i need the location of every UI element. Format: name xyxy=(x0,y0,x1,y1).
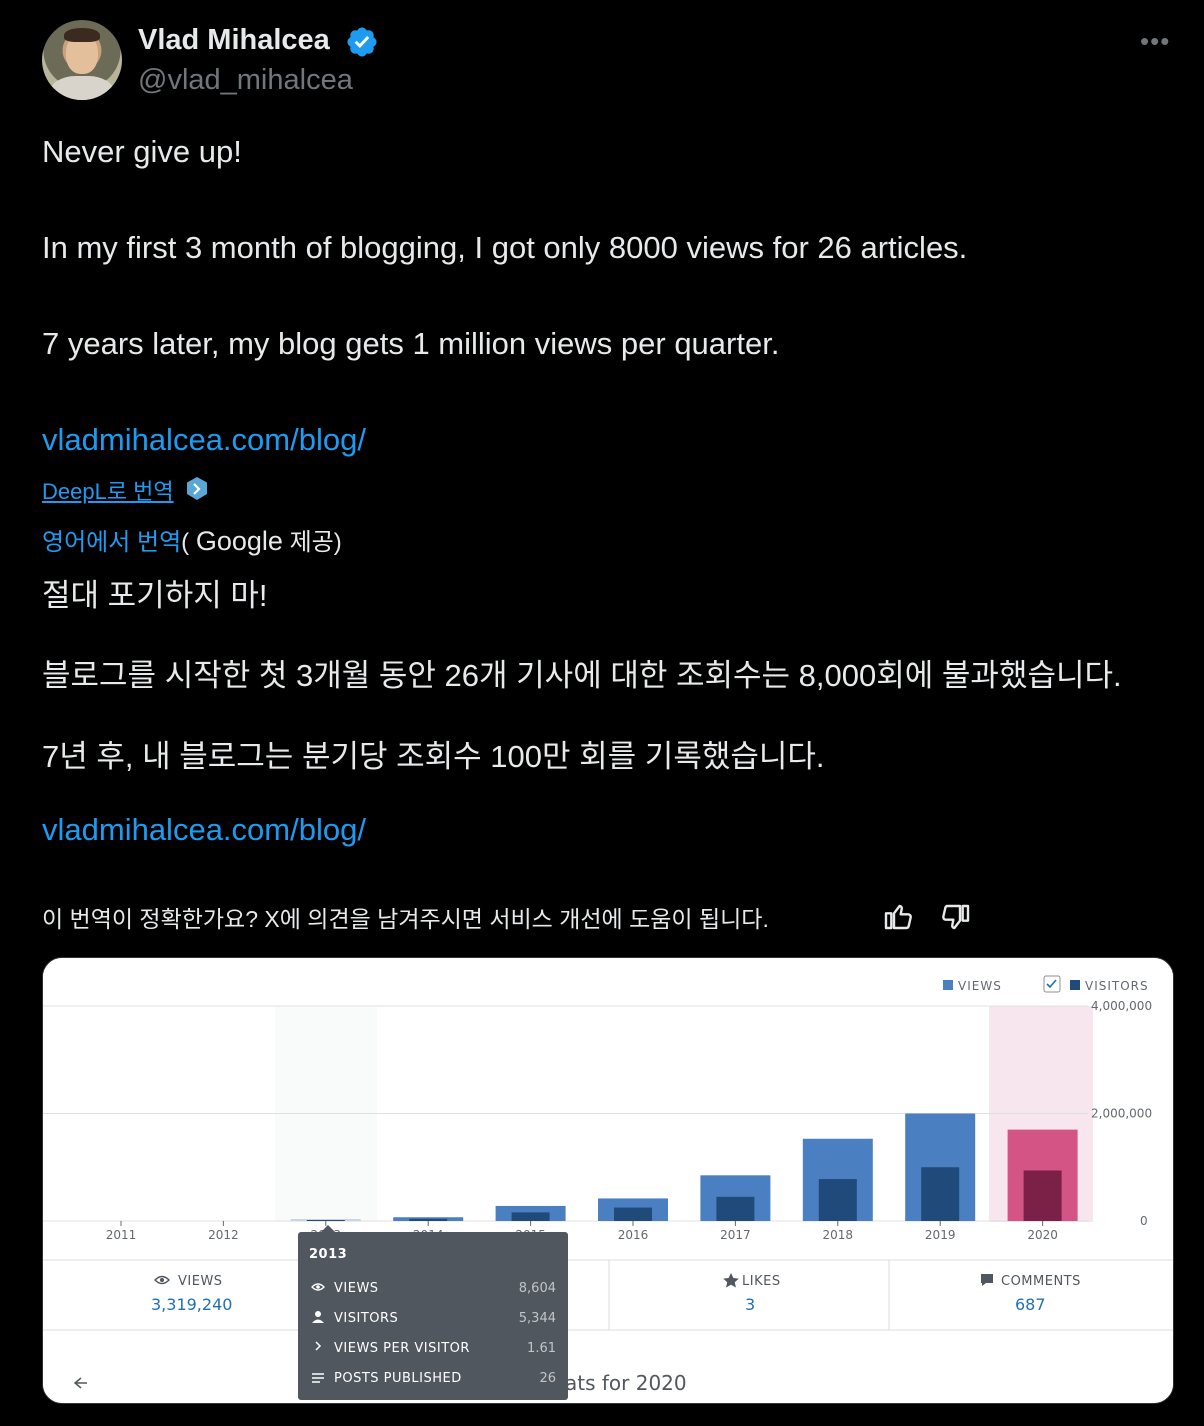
tooltip-views-value: 8,604 xyxy=(519,1281,556,1296)
tooltip-row-views: VIEWS 8,604 xyxy=(311,1281,556,1296)
summary-comments-label: COMMENTS xyxy=(1001,1274,1081,1289)
visitors-bar-2013[interactable] xyxy=(306,1220,345,1221)
y-tick-label: 2,000,000 xyxy=(1091,1107,1152,1121)
translated-link[interactable]: vladmihalcea.com/blog/ xyxy=(42,812,366,847)
tooltip-vpv-value: 1.61 xyxy=(527,1341,556,1356)
eye-icon xyxy=(311,1283,325,1291)
person-icon xyxy=(315,1311,321,1317)
post-line-1: Never give up! xyxy=(42,134,242,169)
tooltip-visitors-label: VISITORS xyxy=(334,1311,398,1326)
summary-comments: COMMENTS 687 xyxy=(981,1274,1081,1314)
google-brand: Google xyxy=(195,526,283,556)
x-tick-label: 2019 xyxy=(925,1228,956,1242)
tooltip-visitors-value: 5,344 xyxy=(519,1311,556,1326)
x-tick-label: 2012 xyxy=(208,1228,239,1242)
footer-text: ats for 2020 xyxy=(565,1371,687,1395)
star-icon xyxy=(723,1273,739,1288)
google-open: ( xyxy=(181,529,196,556)
x-tick-label: 2020 xyxy=(1027,1228,1058,1242)
visitors-bar-2018[interactable] xyxy=(818,1179,857,1221)
list-icon xyxy=(312,1373,324,1383)
author-name[interactable]: Vlad Mihalcea xyxy=(138,24,330,56)
tooltip-views-label: VIEWS xyxy=(334,1281,379,1296)
visitors-bar-2015[interactable] xyxy=(511,1212,550,1221)
summary-comments-value: 687 xyxy=(1015,1295,1046,1314)
summary-views-label: VIEWS xyxy=(178,1274,223,1289)
x-tick-label: 2018 xyxy=(823,1228,854,1242)
translation-feedback: 이 번역이 정확한가요? X에 의견을 남겨주시면 서비스 개선에 도움이 됩니… xyxy=(42,906,769,932)
x-tick-label: 2016 xyxy=(618,1228,649,1242)
translated-line-3: 7년 후, 내 블로그는 분기당 조회수 100만 회를 기록했습니다. xyxy=(42,739,825,774)
google-translate-attribution: 영어에서 번역( Google 제공) xyxy=(42,522,342,557)
y-tick-label: 4,000,000 xyxy=(1091,999,1152,1013)
tooltip-year: 2013 xyxy=(309,1247,347,1262)
thumbs-up-icon[interactable] xyxy=(882,900,914,932)
legend-visitors-swatch xyxy=(1070,980,1080,990)
post-link[interactable]: vladmihalcea.com/blog/ xyxy=(42,422,366,457)
summary-likes-value: 3 xyxy=(745,1295,755,1314)
x-tick-label: 2017 xyxy=(720,1228,751,1242)
summary-likes: LIKES 3 xyxy=(723,1273,780,1314)
tooltip-vpv-label: VIEWS PER VISITOR xyxy=(334,1341,470,1356)
legend-views-swatch xyxy=(943,980,953,990)
x-tick-label: 2011 xyxy=(106,1228,137,1242)
visitors-bar-2019[interactable] xyxy=(921,1167,960,1221)
tooltip-row-vpv: VIEWS PER VISITOR 1.61 xyxy=(315,1341,556,1356)
chart-tooltip: 2013 VIEWS 8,604 VISITORS 5,344 VIEWS PE… xyxy=(298,1225,568,1400)
post-line-3: 7 years later, my blog gets 1 million vi… xyxy=(42,326,780,361)
google-close: 제공) xyxy=(282,529,342,556)
summary-views: VIEWS 3,319,240 xyxy=(151,1274,232,1314)
more-icon[interactable]: ••• xyxy=(1140,26,1171,56)
deepl-translate-link[interactable]: DeepL로 번역 xyxy=(42,479,174,504)
stats-chart: VIEWS VISITORS 2011201220132014201520162… xyxy=(43,958,1173,1403)
visitors-bar-2020[interactable] xyxy=(1023,1170,1062,1221)
thumbs-down-icon[interactable] xyxy=(940,902,972,934)
y-tick-label: 0 xyxy=(1140,1214,1148,1228)
author-handle[interactable]: @vlad_mihalcea xyxy=(138,64,353,96)
eye-icon xyxy=(154,1275,170,1285)
translated-line-1: 절대 포기하지 마! xyxy=(42,578,268,613)
tooltip-row-visitors: VISITORS 5,344 xyxy=(312,1311,556,1326)
visitors-bar-2016[interactable] xyxy=(614,1207,652,1221)
tooltip-posts-value: 26 xyxy=(539,1371,556,1386)
embedded-stats-image[interactable]: VIEWS VISITORS 2011201220132014201520162… xyxy=(42,957,1174,1404)
comment-icon xyxy=(981,1274,993,1286)
summary-likes-label: LIKES xyxy=(742,1274,781,1289)
legend-visitors-label: VISITORS xyxy=(1085,979,1149,993)
chevron-right-icon xyxy=(315,1341,322,1351)
back-arrow-icon[interactable] xyxy=(73,1377,87,1389)
tooltip-posts-label: POSTS PUBLISHED xyxy=(334,1371,462,1386)
legend-views-label: VIEWS xyxy=(958,979,1002,993)
verified-badge-icon xyxy=(347,27,377,57)
summary-views-value: 3,319,240 xyxy=(151,1295,232,1314)
tooltip-row-posts: POSTS PUBLISHED 26 xyxy=(312,1371,556,1386)
google-translate-link[interactable]: 영어에서 번역 xyxy=(42,529,182,556)
deepl-icon xyxy=(187,477,207,500)
visitors-bar-2014[interactable] xyxy=(409,1218,448,1221)
author-avatar[interactable] xyxy=(42,20,122,100)
post-line-2: In my first 3 month of blogging, I got o… xyxy=(42,230,968,265)
translated-line-2: 블로그를 시작한 첫 3개월 동안 26개 기사에 대한 조회수는 8,000회… xyxy=(42,658,1122,693)
visitors-bar-2017[interactable] xyxy=(716,1196,755,1221)
